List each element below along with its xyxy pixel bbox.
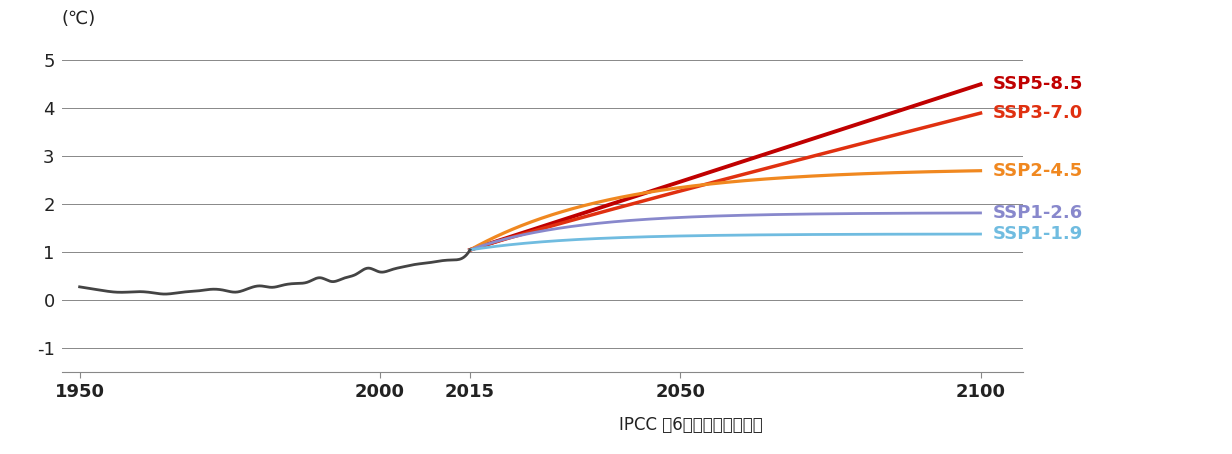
- Text: SSP1-1.9: SSP1-1.9: [993, 225, 1083, 243]
- Text: SSP2-4.5: SSP2-4.5: [993, 162, 1083, 180]
- Text: SSP3-7.0: SSP3-7.0: [993, 104, 1083, 122]
- Text: SSP1-2.6: SSP1-2.6: [993, 204, 1083, 222]
- Text: IPCC 第6次評価報告書より: IPCC 第6次評価報告書より: [618, 416, 763, 434]
- Text: SSP5-8.5: SSP5-8.5: [993, 75, 1083, 94]
- Text: (℃): (℃): [62, 10, 96, 28]
